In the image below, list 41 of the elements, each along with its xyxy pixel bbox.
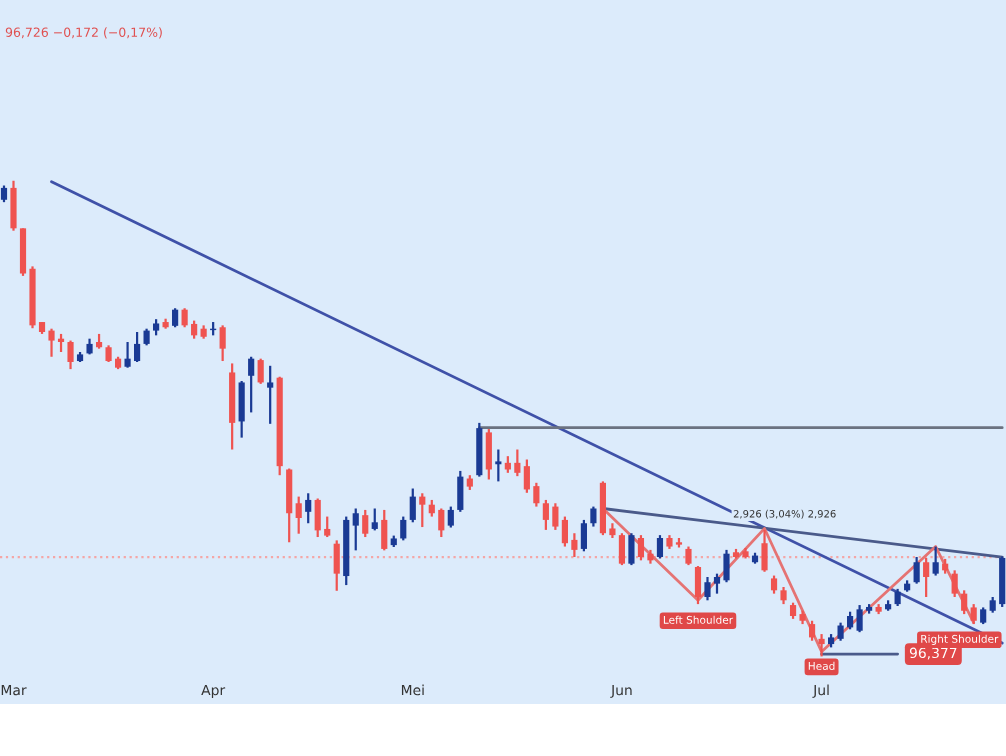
candlestick <box>970 603 977 626</box>
candlestick <box>808 619 816 642</box>
candlestick <box>172 307 179 329</box>
candlestick <box>419 492 426 529</box>
candlestick <box>371 507 378 532</box>
candlestick <box>476 421 483 478</box>
candlestick <box>913 555 920 585</box>
candlestick <box>761 528 768 573</box>
candlestick <box>457 469 464 513</box>
candlestick <box>238 379 245 439</box>
candlestick <box>10 179 17 232</box>
candlestick <box>618 532 626 567</box>
candlestick <box>685 545 692 567</box>
candlestick <box>495 448 502 483</box>
candlestick <box>257 357 264 385</box>
candlestick <box>932 545 939 577</box>
candlestick <box>590 505 597 528</box>
candlestick <box>286 467 293 544</box>
candlestick <box>656 534 664 560</box>
candlestick <box>305 492 312 525</box>
candlestick <box>447 505 454 529</box>
candlestick <box>485 427 492 481</box>
candlestick <box>951 569 958 599</box>
candlestick <box>333 539 340 592</box>
candlestick <box>352 507 359 552</box>
candlestick <box>400 515 407 542</box>
candlestick <box>248 355 255 414</box>
candlestick <box>295 495 302 535</box>
candlestick <box>961 589 968 616</box>
candlestick <box>628 532 635 567</box>
candlestick <box>362 508 369 539</box>
candlestick <box>694 564 702 606</box>
candlestick <box>219 324 226 363</box>
candlestick <box>818 632 825 658</box>
candlestick <box>580 518 587 553</box>
candlestick <box>67 339 74 371</box>
candlestick <box>409 487 416 524</box>
candlestick <box>381 508 388 552</box>
candlestick <box>923 556 930 599</box>
candlestick <box>267 364 274 425</box>
candlestick <box>770 574 778 595</box>
